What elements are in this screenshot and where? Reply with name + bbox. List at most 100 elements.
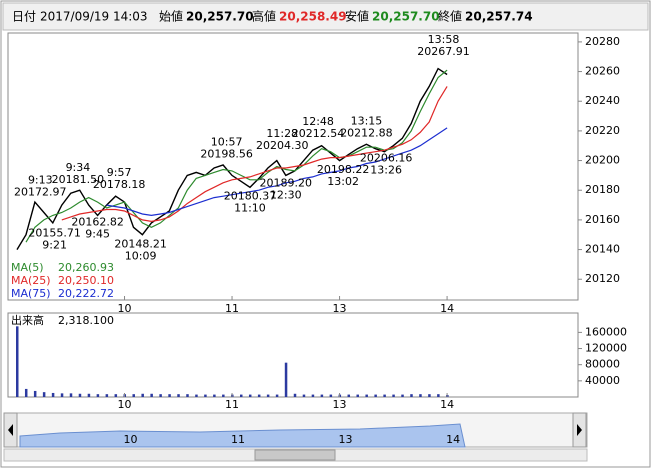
annotation-time: 9:21	[42, 238, 67, 251]
x-tick-label: 10	[118, 302, 132, 315]
x-tick-label: 13	[333, 302, 347, 315]
x-tick-label: 11	[225, 398, 239, 411]
annotation-price: 20212.88	[340, 126, 393, 139]
y-tick-label: 20160	[585, 213, 620, 226]
y-tick-label: 80000	[585, 358, 620, 371]
volume-bar	[437, 394, 440, 397]
open-label: 始値	[159, 9, 183, 24]
volume-bar	[186, 394, 189, 397]
volume-bar	[141, 393, 144, 397]
annotation-price: 20206.16	[360, 151, 413, 164]
y-tick-label: 20220	[585, 124, 620, 137]
y-tick-label: 20180	[585, 183, 620, 196]
volume-bar	[401, 394, 404, 397]
annotation-time: 11:28	[266, 127, 298, 140]
volume-bar	[275, 394, 279, 397]
volume-last: 2,318.100	[58, 314, 114, 327]
volume-bar	[195, 394, 198, 397]
volume-bar	[204, 394, 207, 397]
volume-bar	[132, 394, 135, 397]
legend-label: MA(5)	[11, 261, 44, 274]
x-tick-label: 13	[333, 398, 347, 411]
volume-bar	[78, 393, 82, 397]
volume-bar	[87, 393, 91, 397]
y-tick-label: 20140	[585, 243, 620, 256]
legend-value: 20,222.72	[58, 287, 114, 300]
volume-bar	[320, 394, 324, 397]
annotation-price: 20198.56	[200, 148, 253, 161]
annotation-price: 20204.30	[256, 139, 309, 152]
volume-bar	[410, 394, 413, 397]
annotation-time: 9:57	[107, 166, 132, 179]
volume-bar	[213, 394, 216, 397]
volume-bar	[177, 394, 180, 397]
y-tick-label: 20200	[585, 154, 620, 167]
annotation-time: 13:15	[351, 114, 383, 127]
annotation-price: 20181.50	[52, 173, 105, 186]
annotation-time: 12:30	[270, 189, 302, 202]
high-value: 20,258.49	[279, 10, 347, 24]
annotation-price: 20162.82	[71, 216, 124, 229]
ma-line	[106, 127, 448, 217]
annotation-time: 13:26	[370, 163, 402, 176]
annotation-price: 20198.22	[317, 163, 370, 176]
x-tick-label: 14	[440, 398, 454, 411]
open-value: 20,257.70	[186, 10, 254, 24]
annotation-price: 20148.21	[114, 237, 167, 250]
legend-label: MA(25)	[11, 274, 51, 287]
legend-label: MA(75)	[11, 287, 51, 300]
y-tick-label: 20120	[585, 272, 620, 285]
volume-bar	[168, 394, 171, 397]
volume-bar	[16, 326, 19, 397]
y-tick-label: 20260	[585, 65, 620, 78]
annotation-price: 20189.20	[260, 177, 313, 190]
price-panel	[7, 32, 579, 301]
high-label: 高値	[252, 9, 276, 24]
annotation-time: 12:48	[302, 115, 334, 128]
low-label: 安値	[345, 9, 369, 24]
volume-bar	[159, 394, 162, 397]
x-tick-label: 11	[231, 433, 245, 446]
y-tick-label: 20280	[585, 35, 620, 48]
volume-bar	[383, 394, 386, 397]
x-tick-label: 10	[124, 433, 138, 446]
volume-bar	[428, 394, 431, 397]
volume-bar	[374, 394, 377, 397]
volume-bar	[329, 394, 333, 397]
volume-bar	[347, 394, 351, 397]
low-value: 20,257.70	[372, 10, 440, 24]
annotation-price: 20180.37	[224, 190, 277, 203]
annotation-time: 10:57	[211, 136, 243, 149]
annotation-time: 9:13	[28, 174, 53, 187]
annotation-time: 9:45	[85, 228, 110, 241]
scroll-thumb[interactable]	[254, 449, 336, 461]
annotation-price: 20172.97	[14, 186, 67, 199]
header-bar	[2, 2, 649, 31]
volume-bar	[248, 394, 252, 397]
volume-bar	[293, 393, 297, 397]
annotation-price: 20267.91	[417, 45, 470, 58]
annotation-time: 11:10	[234, 202, 266, 215]
annotation-time: 13:02	[327, 175, 359, 188]
volume-bar	[257, 394, 261, 397]
ma-line	[61, 86, 448, 223]
ma-line	[25, 69, 448, 243]
volume-bar	[114, 394, 118, 397]
legend-value: 20,250.10	[58, 274, 114, 287]
date-label: 日付	[12, 10, 36, 24]
legend-value: 20,260.93	[58, 261, 114, 274]
annotation-price: 20212.54	[292, 127, 345, 140]
price-line	[16, 67, 448, 250]
annotation-price: 20178.18	[93, 178, 146, 191]
volume-bar	[69, 393, 73, 397]
y-tick-label: 160000	[585, 325, 627, 338]
volume-bar	[96, 394, 100, 397]
volume-bar	[365, 394, 368, 397]
close-label: 終値	[438, 9, 462, 24]
volume-panel	[7, 312, 579, 398]
right-arrow	[577, 424, 582, 436]
x-tick-label: 13	[339, 433, 353, 446]
y-tick-label: 20240	[585, 94, 620, 107]
volume-bar	[33, 390, 37, 397]
